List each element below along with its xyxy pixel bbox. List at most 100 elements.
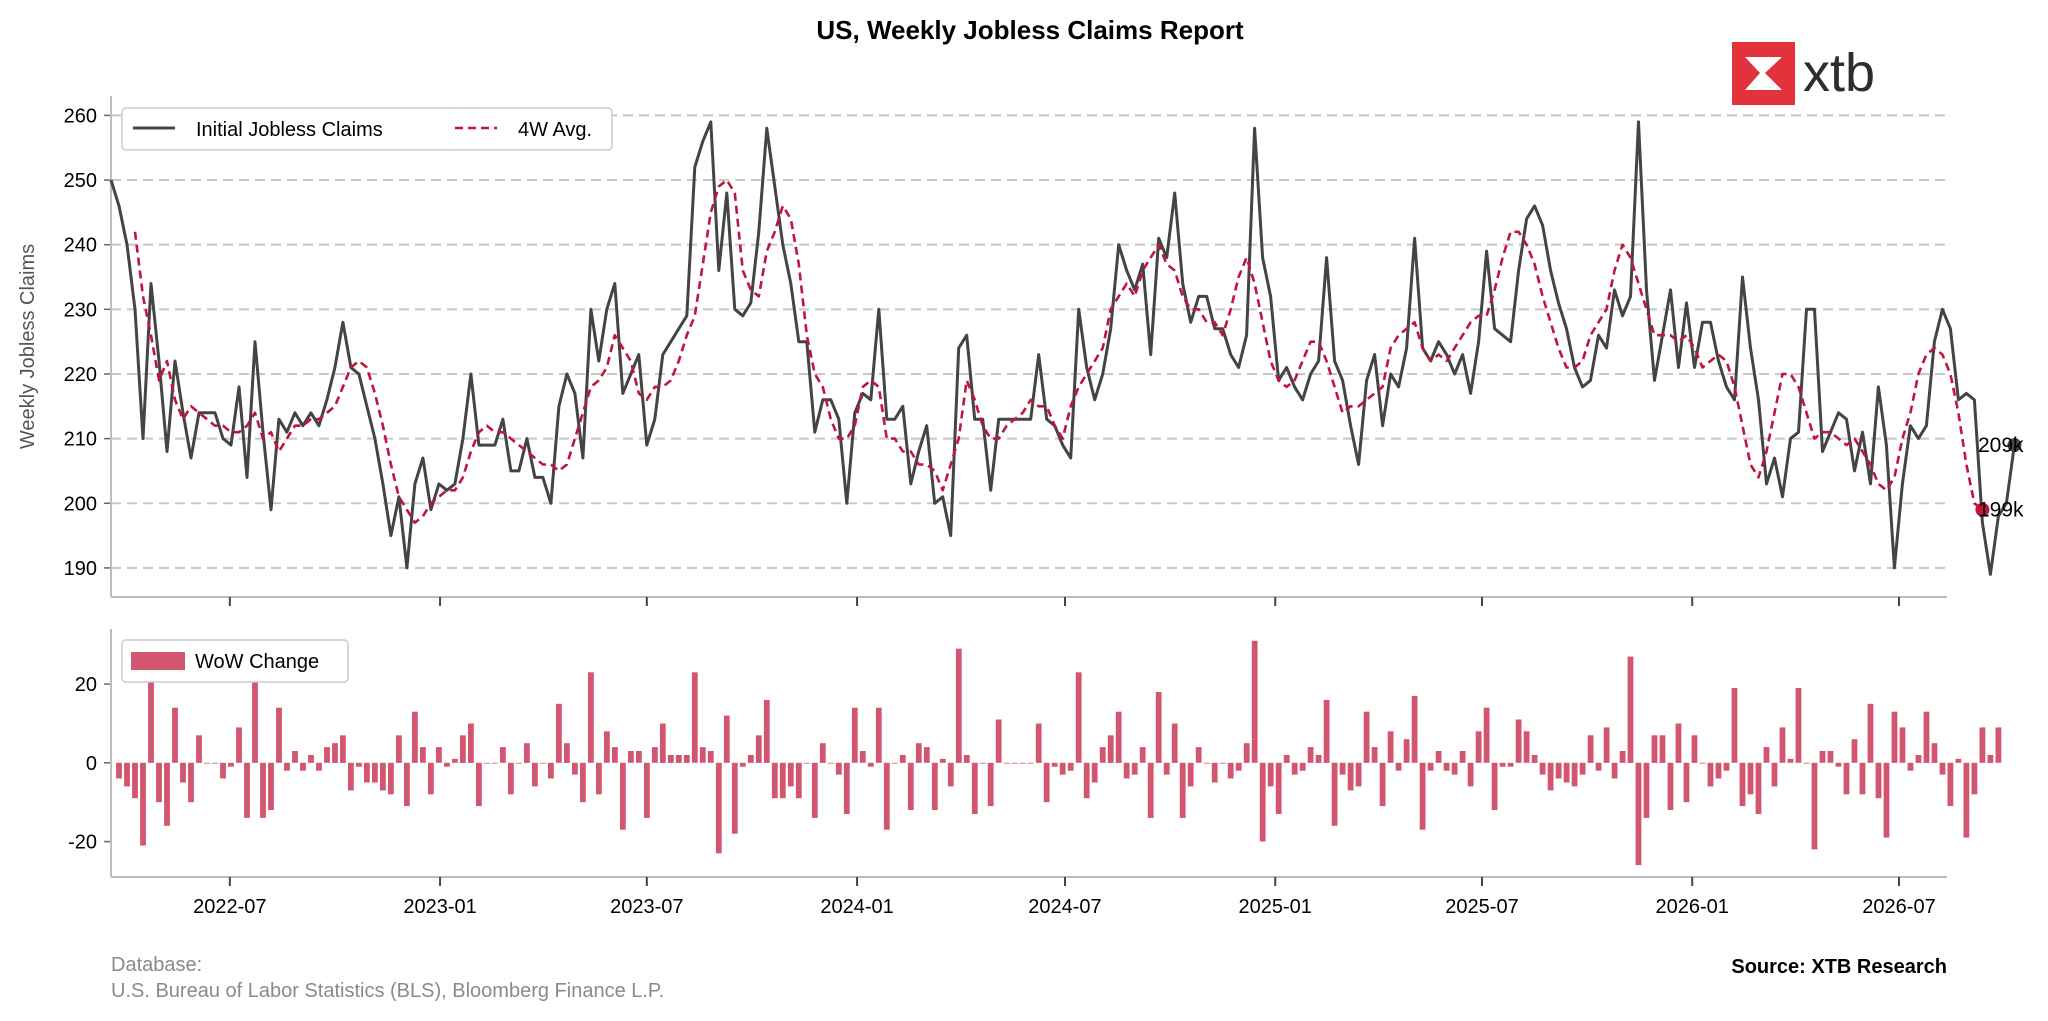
wow-bar: [452, 758, 458, 763]
wow-bar: [532, 762, 538, 787]
wow-bar: [683, 755, 690, 763]
wow-bar: [1915, 755, 1922, 763]
wow-bar: [1587, 735, 1594, 763]
wow-bar: [723, 715, 730, 763]
y-tick-label: 240: [64, 235, 97, 257]
wow-bar: [1955, 758, 1962, 763]
wow-bar: [1731, 688, 1738, 763]
wow-bar: [859, 751, 866, 763]
wow-bar: [1523, 731, 1530, 763]
legend-wow-label: WoW Change: [195, 651, 319, 673]
avg-end-marker: [1975, 502, 1990, 517]
wow-bar: [196, 735, 202, 763]
wow-bar: [1331, 762, 1338, 826]
wow-bar: [1595, 762, 1602, 771]
wow-bar: [628, 751, 634, 763]
wow-bar: [172, 707, 178, 763]
wow-bar: [1243, 743, 1250, 763]
wow-bar: [1227, 762, 1234, 779]
wow-bar: [1395, 762, 1402, 771]
x-tick-label: 2026-01: [1656, 896, 1729, 918]
wow-bar: [140, 762, 146, 846]
wow-bar: [1115, 711, 1122, 763]
wow-bar: [1835, 762, 1842, 767]
y-tick-label: 260: [64, 105, 97, 127]
wow-bar: [1907, 762, 1914, 771]
wow-bar: [308, 755, 314, 763]
avg-line: [133, 178, 1984, 524]
wow-bar: [1635, 762, 1642, 866]
wow-bar: [1043, 762, 1050, 803]
wow-bar: [1819, 751, 1826, 763]
wow-bar: [1755, 762, 1762, 814]
wow-bar: [1987, 755, 1994, 763]
wow-bar: [260, 762, 266, 818]
wow-bar: [1675, 723, 1682, 763]
wow-bar: [1291, 762, 1298, 775]
wow-bar: [612, 747, 618, 763]
wow-bar: [284, 762, 290, 771]
x-tick-label: 2026-07: [1862, 896, 1935, 918]
wow-bar: [1875, 762, 1882, 799]
xtb-logo-x-icon: [1745, 57, 1782, 90]
wow-bar: [1683, 762, 1690, 803]
wow-bar: [1179, 762, 1186, 818]
wow-bar: [891, 762, 898, 764]
wow-bar: [436, 747, 442, 763]
wow-bar: [787, 762, 794, 787]
wow-bar: [1323, 699, 1330, 763]
wow-bar: [1459, 751, 1466, 763]
wow-bar: [827, 762, 834, 764]
wow-bar: [1011, 762, 1018, 764]
wow-bar: [1795, 688, 1802, 763]
wow-bar: [596, 762, 602, 795]
wow-bar: [396, 735, 402, 763]
wow-bar: [1947, 762, 1954, 807]
y-tick-label: 0: [86, 753, 97, 775]
legend-wow-swatch: [131, 652, 185, 670]
wow-bar: [1139, 747, 1146, 763]
wow-bar: [1547, 762, 1554, 791]
wow-bar: [739, 762, 746, 767]
wow-bar: [652, 747, 658, 763]
x-tick-label: 2025-01: [1239, 896, 1312, 918]
y-tick-label: 230: [64, 299, 97, 321]
wow-bar: [755, 735, 762, 763]
legend-box: [121, 639, 349, 683]
wow-bar: [867, 762, 874, 767]
wow-bar: [604, 731, 610, 763]
wow-bar: [1371, 747, 1378, 763]
wow-bar: [364, 762, 370, 783]
claims-end-label: 209k: [1978, 434, 2024, 457]
wow-bar: [1931, 743, 1938, 763]
wow-bar: [1779, 727, 1786, 763]
wow-bar: [1235, 762, 1242, 771]
wow-bar: [1571, 762, 1578, 787]
y-tick-label: 210: [64, 429, 97, 451]
wow-bar: [1499, 762, 1506, 767]
wow-bar: [1147, 762, 1154, 818]
wow-bar: [476, 762, 482, 807]
wow-bar: [1811, 762, 1818, 850]
y-tick-label: 20: [75, 674, 97, 696]
wow-bar: [1107, 735, 1114, 763]
wow-bar: [771, 762, 778, 799]
database-sources: U.S. Bureau of Labor Statistics (BLS), B…: [111, 980, 664, 1002]
wow-bar: [1851, 739, 1858, 763]
wow-bar: [843, 762, 850, 814]
wow-bar: [1899, 727, 1906, 763]
y-tick-label: 220: [64, 364, 97, 386]
wow-bar: [356, 762, 362, 767]
wow-bar: [1347, 762, 1354, 791]
wow-bar: [1299, 762, 1306, 771]
wow-bar: [252, 680, 258, 763]
wow-bar: [931, 762, 938, 810]
wow-bar: [244, 762, 250, 818]
wow-bar: [324, 747, 330, 763]
wow-bar: [1939, 762, 1946, 775]
wow-bar: [1467, 762, 1474, 787]
wow-bar: [1067, 762, 1074, 771]
bottom-panel: -20 0 20 2022-07 2023-01 2023-07 2024-01 2024-0…: [68, 629, 2002, 918]
avg-end-label: 199k: [1978, 499, 2024, 522]
